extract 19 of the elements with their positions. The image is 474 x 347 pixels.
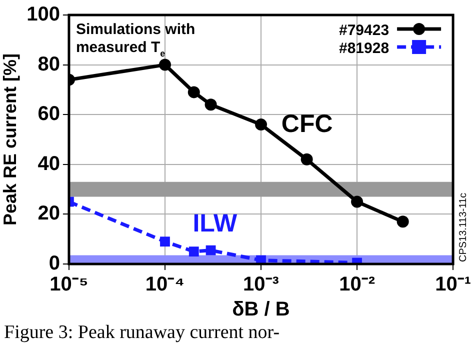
x-tick-label: 10⁻³ [243,274,280,296]
y-tick-label: 40 [38,152,60,175]
y-tick-label: 60 [38,103,60,126]
y-tick-label: 20 [38,202,60,225]
y-tick-label: 100 [26,4,60,26]
y-axis-title: Peak RE current [%] [0,53,20,226]
legend-label: #81928 [338,40,390,57]
x-tick-label: 10⁻² [339,274,376,296]
x-tick-label: 10⁻⁴ [145,274,185,296]
annotation: CFC [281,110,333,138]
y-tick-label: 80 [38,53,60,76]
legend-label: #79423 [338,22,390,39]
y-tick-label: 0 [48,252,60,275]
x-tick-label: 10⁻⁵ [50,274,88,296]
x-tick-label: 10⁻¹ [435,274,472,296]
annotation: ILW [192,210,238,238]
text: CPS13.113-11c [458,192,470,262]
caption: Figure 3: Peak runaway current nor- [4,322,281,344]
x-axis-title: δB / B [232,298,290,321]
